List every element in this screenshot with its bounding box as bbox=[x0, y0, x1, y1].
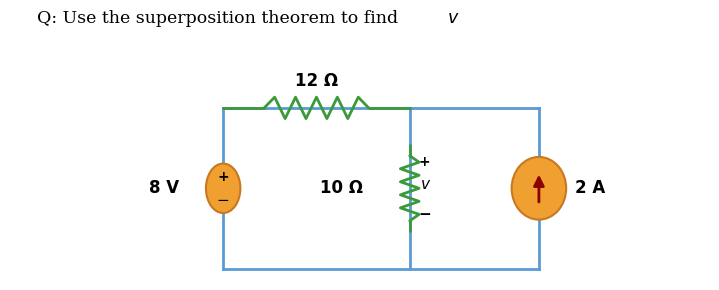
Text: 2 A: 2 A bbox=[574, 179, 605, 197]
Circle shape bbox=[512, 157, 566, 220]
Text: 12 Ω: 12 Ω bbox=[295, 72, 338, 90]
Text: 8 V: 8 V bbox=[149, 179, 178, 197]
Text: $\mathbf{\mathit{v}}$: $\mathbf{\mathit{v}}$ bbox=[447, 10, 459, 27]
Text: 10 Ω: 10 Ω bbox=[320, 179, 363, 197]
Text: −: − bbox=[418, 207, 431, 222]
Text: +: + bbox=[418, 155, 430, 169]
Text: −: − bbox=[217, 193, 229, 208]
Text: $v$: $v$ bbox=[420, 177, 431, 192]
Text: +: + bbox=[217, 170, 229, 184]
Ellipse shape bbox=[206, 164, 240, 213]
Text: Q: Use the superposition theorem to find: Q: Use the superposition theorem to find bbox=[37, 10, 403, 27]
